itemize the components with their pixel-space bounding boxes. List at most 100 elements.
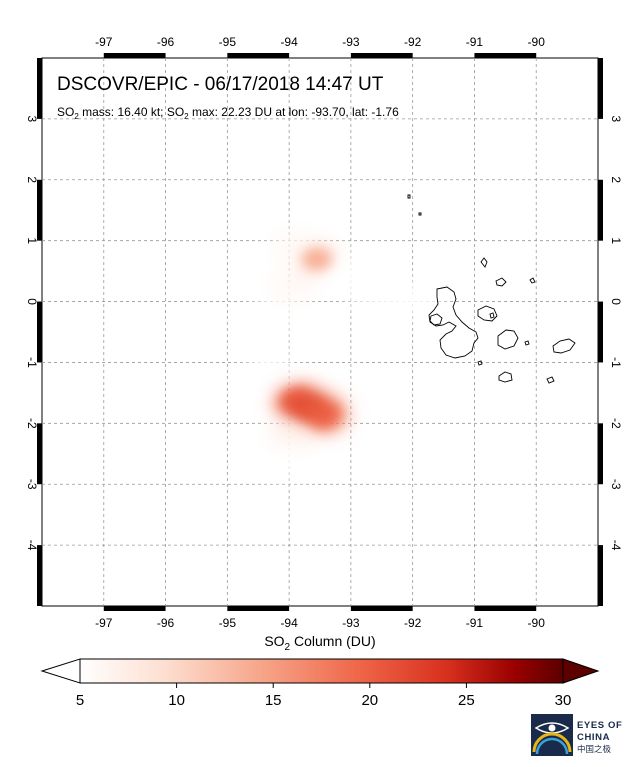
frame-bar-right (598, 301, 603, 363)
galapagos-coastline (407, 194, 576, 384)
isabela-island (428, 286, 479, 359)
fernandina-island (429, 313, 443, 326)
santa-maria-island (498, 371, 513, 383)
lon-label-bottom: -90 (528, 616, 546, 630)
lon-label-top: -93 (342, 35, 360, 49)
colorbar-under-arrow (40, 658, 81, 684)
lon-label-top: -96 (157, 35, 175, 49)
map-grid (42, 58, 598, 606)
plume-cell (263, 442, 310, 477)
frame-bar-top (227, 53, 290, 58)
lon-label-bottom: -94 (280, 616, 298, 630)
plume-cell-core (305, 400, 342, 429)
colorbar-over-arrow (562, 658, 600, 684)
frame-bar-bottom (350, 606, 413, 611)
lat-label-right: 1 (609, 237, 623, 244)
lat-label-left: -3 (25, 479, 39, 490)
lon-label-bottom: -95 (219, 616, 237, 630)
lat-label-right: -1 (609, 357, 623, 368)
lat-label-left: 2 (25, 176, 39, 183)
frame-bar-left (37, 301, 42, 363)
frame-bar-right (598, 58, 603, 119)
colorbar-gradient (79, 658, 564, 684)
lat-label-right: 3 (609, 116, 623, 123)
eyes-of-china-logo: EYES OF CHINA 中国之极 (531, 714, 622, 756)
lat-label-left: -4 (25, 540, 39, 551)
lat-label-right: -4 (609, 540, 623, 551)
map-frame (41, 57, 599, 607)
plume-cell (269, 269, 316, 304)
colorbar-label: SO2 Column (DU) (264, 633, 375, 653)
colorbar (40, 658, 600, 684)
lat-label-left: 1 (25, 237, 39, 244)
colorbar-tick-label: 15 (265, 692, 282, 709)
colorbar-ticks: 5 10 15 20 25 30 (76, 683, 572, 709)
colorbar-tick-label: 20 (361, 692, 378, 709)
colorbar-tick-label: 25 (458, 692, 475, 709)
marchena-island (529, 277, 536, 284)
small-islet-north (407, 194, 411, 199)
lon-label-bottom: -93 (342, 616, 360, 630)
plume-cell (247, 351, 294, 386)
frame-ticks (37, 53, 603, 611)
pinzon-island (489, 312, 495, 319)
lon-label-top: -94 (280, 35, 298, 49)
frame-bar-right (598, 545, 603, 606)
plume-cell (398, 281, 445, 316)
axis-labels: -97 -97 -96 -96 -95 -95 -94 -94 -93 -93 -92 -92 -91 -… (25, 35, 623, 630)
lat-label-right: 2 (609, 176, 623, 183)
lon-label-bottom: -91 (466, 616, 484, 630)
frame-bar-bottom (103, 606, 166, 611)
lat-label-left: -2 (25, 418, 39, 429)
lon-label-bottom: -92 (404, 616, 422, 630)
frame-bar-left (37, 423, 42, 485)
frame-bar-bottom (227, 606, 290, 611)
so2-plume (238, 229, 445, 477)
frame-bar-left (37, 545, 42, 606)
pinta-island (480, 257, 488, 268)
lat-label-left: 3 (25, 116, 39, 123)
santiago-island (477, 305, 498, 322)
santa-cruz-island (497, 329, 519, 350)
colorbar-tick-label: 10 (168, 692, 185, 709)
frame-bar-left (37, 179, 42, 241)
lat-label-left: 0 (25, 298, 39, 305)
svg-text:EYES OF: EYES OF (577, 720, 622, 731)
frame-bar-right (598, 179, 603, 241)
small-islet-3 (524, 340, 530, 346)
logo-eye-icon (534, 722, 570, 734)
espanola-island (546, 376, 555, 384)
frame-bar-left (37, 58, 42, 119)
lon-label-bottom: -96 (157, 616, 175, 630)
map-title: DSCOVR/EPIC - 06/17/2018 14:47 UT (57, 74, 384, 95)
colorbar-tick-label: 30 (555, 692, 572, 709)
lat-label-right: -2 (609, 418, 623, 429)
lon-label-top: -95 (219, 35, 237, 49)
plume-soft (238, 229, 445, 477)
lat-label-left: -1 (25, 357, 39, 368)
genovesa-island (495, 277, 507, 287)
frame-bar-bottom (474, 606, 537, 611)
svg-text:中国之极: 中国之极 (577, 744, 612, 755)
lon-label-top: -90 (528, 35, 546, 49)
frame-bar-top (350, 53, 413, 58)
frame-bar-right (598, 423, 603, 485)
frame-bar-top (474, 53, 537, 58)
small-islet-2 (418, 212, 422, 216)
lat-label-right: -3 (609, 479, 623, 490)
san-cristobal-island (552, 338, 576, 354)
plume-cell (250, 296, 297, 331)
map-subtitle: SO2 mass: 16.40 kt; SO2 max: 22.23 DU at… (57, 105, 399, 121)
frame-bar-top (103, 53, 166, 58)
plume-core (280, 247, 342, 429)
lon-label-bottom: -97 (95, 616, 113, 630)
small-islet-4 (477, 360, 483, 366)
lon-label-top: -91 (466, 35, 484, 49)
lon-label-top: -97 (95, 35, 113, 49)
plume-cell-core (301, 247, 332, 270)
svg-text:CHINA: CHINA (577, 732, 610, 743)
lat-label-right: 0 (609, 298, 623, 305)
colorbar-tick-label: 5 (76, 692, 84, 709)
lon-label-top: -92 (404, 35, 422, 49)
